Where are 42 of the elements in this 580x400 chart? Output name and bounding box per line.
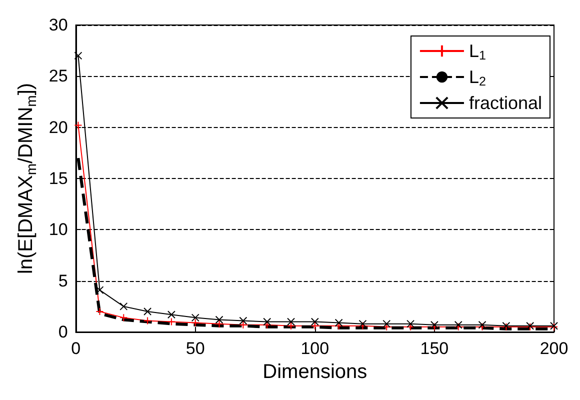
y-tick-label: 5 <box>58 271 68 290</box>
point <box>406 322 415 331</box>
point <box>120 302 128 310</box>
y-axis-title: ln(E[DMAXm/DMINm]) <box>15 82 39 274</box>
y-tick-label: 25 <box>48 66 68 86</box>
x-tick-label: 150 <box>420 339 449 358</box>
point <box>167 310 176 319</box>
y-tick-label: 20 <box>48 118 68 137</box>
x-axis-title: Dimensions <box>262 360 368 383</box>
point <box>191 314 200 322</box>
x-tick-label: 50 <box>186 339 205 358</box>
point <box>286 322 295 330</box>
point <box>144 308 152 316</box>
point <box>215 316 224 324</box>
point <box>120 314 128 322</box>
point <box>334 318 343 327</box>
point <box>144 316 152 325</box>
point <box>74 121 82 130</box>
y-tick-label: 10 <box>48 220 68 240</box>
point <box>96 308 104 316</box>
point <box>263 318 272 326</box>
point <box>406 320 415 328</box>
point <box>239 320 248 329</box>
legend-label: fractional <box>468 93 542 113</box>
point <box>215 320 224 328</box>
y-tick-label: 15 <box>48 169 68 188</box>
point <box>310 322 319 330</box>
point <box>286 318 295 326</box>
x-tick-label: 100 <box>300 339 330 358</box>
point <box>239 316 248 325</box>
x-tick-label: 0 <box>71 339 81 358</box>
y-tick-label: 0 <box>58 322 68 342</box>
point <box>334 322 343 330</box>
y-tick-label: 30 <box>48 16 68 34</box>
point <box>382 320 391 328</box>
point <box>382 322 391 331</box>
point <box>263 320 272 329</box>
x-tick-label: 200 <box>540 339 568 358</box>
point <box>310 318 319 326</box>
point <box>167 318 176 326</box>
point <box>74 52 82 60</box>
point <box>191 318 200 327</box>
